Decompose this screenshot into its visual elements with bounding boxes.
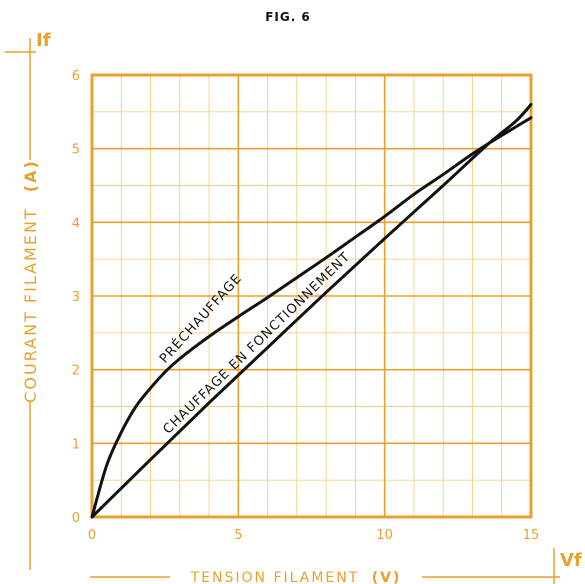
y-axis-tag: If (36, 30, 51, 51)
x-tick-label: 0 (88, 528, 96, 543)
x-tick-label: 15 (523, 528, 540, 543)
y-axis-unit: (A) (21, 159, 40, 192)
series-line-prechauffage (90, 116, 533, 519)
y-tick-label: 0 (72, 511, 80, 526)
x-axis-label: TENSION FILAMENT (190, 570, 360, 584)
y-tick-label: 1 (72, 437, 80, 452)
y-tick-label: 2 (72, 364, 80, 379)
series-label-prechauffage: PRÉCHAUFFAGE (156, 270, 245, 366)
x-axis-title: TENSION FILAMENT (V) (190, 570, 402, 584)
figure-title: FIG. 6 (265, 10, 311, 24)
y-tick-label: 3 (72, 290, 80, 305)
y-axis-title-group: COURANT FILAMENT (A) (21, 159, 40, 403)
y-tick-label: 4 (72, 216, 80, 231)
series-label-chauffage-en-fonctionnement: CHAUFFAGE EN FONCTIONNEMENT (160, 250, 353, 438)
y-tick-label: 6 (72, 69, 80, 84)
x-tick-label: 10 (376, 528, 393, 543)
x-tick-labels: 0 5 10 15 (88, 528, 539, 543)
x-axis-tag: Vf (560, 550, 582, 571)
y-tick-label: 5 (72, 143, 80, 158)
series-line-chauffage-en-fonctionnement (90, 102, 533, 519)
plot-frame (90, 73, 533, 519)
y-tick-labels: 0 1 2 3 4 5 6 (72, 69, 80, 526)
x-tick-label: 5 (234, 528, 242, 543)
svg-text:COURANT FILAMENT (A): COURANT FILAMENT (A) (21, 159, 40, 403)
x-axis-unit: (V) (372, 570, 402, 584)
series-lines (90, 102, 533, 519)
y-axis-label: COURANT FILAMENT (21, 207, 40, 403)
